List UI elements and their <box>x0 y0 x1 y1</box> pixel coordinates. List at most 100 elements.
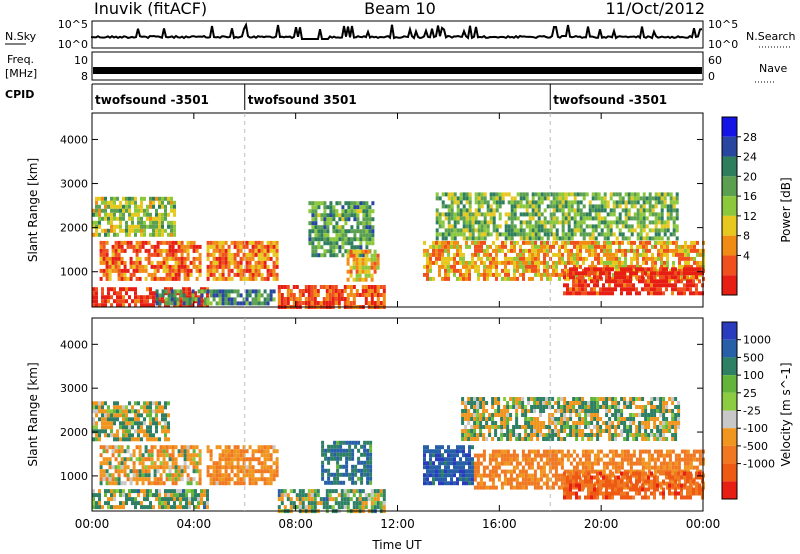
echo-cell <box>150 445 154 450</box>
echo-cell <box>516 192 520 197</box>
power-colorbar-tick: 16 <box>743 190 757 203</box>
echo-cell <box>665 279 668 284</box>
echo-cell <box>373 497 377 502</box>
echo-cell <box>295 297 299 301</box>
echo-cell <box>101 196 104 201</box>
echo-cell <box>435 449 438 454</box>
echo-cell <box>373 505 377 510</box>
echo-cell <box>128 437 131 442</box>
echo-cell <box>373 501 377 506</box>
echo-cell <box>361 249 365 254</box>
echo-cell <box>692 449 696 454</box>
echo-cell <box>611 453 615 458</box>
echo-cell <box>186 276 190 281</box>
echo-cell <box>355 277 359 282</box>
echo-cell <box>438 240 441 245</box>
echo-cell <box>362 225 366 230</box>
echo-cell <box>537 192 541 197</box>
echo-cell <box>316 293 320 297</box>
echo-cell <box>104 501 107 506</box>
echo-cell <box>311 201 315 206</box>
echo-cell <box>319 301 323 305</box>
echo-cell <box>494 457 498 462</box>
echo-cell <box>672 232 676 237</box>
echo-cell <box>320 201 324 206</box>
echo-cell <box>537 232 541 237</box>
echo-cell <box>590 449 594 454</box>
echo-cell <box>248 260 252 265</box>
echo-cell <box>110 224 113 229</box>
echo-cell <box>221 465 225 470</box>
echo-cell <box>362 205 366 210</box>
echo-cell <box>358 265 362 270</box>
echo-cell <box>189 461 193 466</box>
echo-cell <box>323 221 327 226</box>
echo-cell <box>567 208 571 213</box>
echo-cell <box>438 481 441 486</box>
echo-cell <box>165 268 169 273</box>
echo-cell <box>116 429 119 434</box>
echo-cell <box>465 272 468 277</box>
echo-cell <box>531 216 535 221</box>
echo-cell <box>105 276 109 281</box>
echo-cell <box>636 256 639 261</box>
echo-cell <box>633 216 637 221</box>
echo-cell <box>327 448 331 453</box>
echo-cell <box>459 469 462 474</box>
echo-cell <box>492 212 496 217</box>
echo-cell <box>561 216 565 221</box>
echo-cell <box>159 248 163 253</box>
echo-cell <box>325 301 329 305</box>
echo-cell <box>608 449 612 454</box>
echo-cell <box>357 456 361 461</box>
echo-cell <box>357 448 361 453</box>
echo-cell <box>110 417 113 422</box>
echo-cell <box>218 244 222 249</box>
echo-cell <box>111 449 115 454</box>
echo-cell <box>594 212 598 217</box>
echo-cell <box>111 268 115 273</box>
echo-cell <box>366 460 370 465</box>
echo-cell <box>197 493 200 498</box>
echo-cell <box>359 245 363 250</box>
echo-cell <box>540 212 544 217</box>
echo-cell <box>573 196 577 201</box>
echo-cell <box>317 205 321 210</box>
echo-cell <box>141 461 145 466</box>
echo-cell <box>349 497 353 502</box>
echo-cell <box>567 232 571 237</box>
echo-cell <box>473 413 477 417</box>
echo-cell <box>324 456 328 461</box>
echo-cell <box>584 453 588 458</box>
echo-cell <box>147 260 151 265</box>
echo-cell <box>165 465 169 470</box>
echo-cell <box>608 267 611 272</box>
echo-cell <box>194 497 197 502</box>
echo-cell <box>122 421 125 426</box>
echo-cell <box>459 256 462 261</box>
echo-cell <box>528 204 532 209</box>
echo-cell <box>459 445 462 450</box>
echo-cell <box>359 253 363 258</box>
echo-cell <box>548 465 552 470</box>
echo-cell <box>137 489 140 494</box>
echo-cell <box>429 252 432 257</box>
echo-cell <box>623 279 626 284</box>
echo-cell <box>686 453 690 458</box>
echo-cell <box>474 228 478 233</box>
echo-cell <box>248 252 252 257</box>
echo-cell <box>629 267 632 272</box>
echo-cell <box>335 221 339 226</box>
echo-cell <box>120 481 124 486</box>
echo-cell <box>689 271 692 276</box>
echo-cell <box>642 240 645 245</box>
echo-cell <box>528 216 532 221</box>
echo-cell <box>369 444 373 449</box>
echo-cell <box>579 212 583 217</box>
echo-cell <box>507 228 511 233</box>
echo-cell <box>286 493 290 498</box>
echo-cell <box>167 421 170 426</box>
echo-cell <box>308 237 312 242</box>
echo-cell <box>224 449 228 454</box>
echo-cell <box>351 472 355 477</box>
